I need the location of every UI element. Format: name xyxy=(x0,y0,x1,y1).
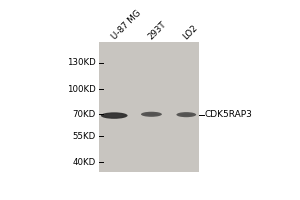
Text: U-87 MG: U-87 MG xyxy=(110,8,142,41)
Text: 70KD: 70KD xyxy=(72,110,96,119)
Bar xyxy=(99,42,199,172)
Ellipse shape xyxy=(101,112,128,119)
Text: LO2: LO2 xyxy=(182,23,200,41)
Ellipse shape xyxy=(141,112,162,117)
Text: 100KD: 100KD xyxy=(67,85,96,94)
Text: 130KD: 130KD xyxy=(67,58,96,67)
Text: 55KD: 55KD xyxy=(72,132,96,141)
Ellipse shape xyxy=(145,113,158,115)
Ellipse shape xyxy=(180,114,193,116)
Text: 40KD: 40KD xyxy=(72,158,96,167)
Text: CDK5RAP3: CDK5RAP3 xyxy=(205,110,253,119)
Ellipse shape xyxy=(176,112,196,117)
Ellipse shape xyxy=(106,114,123,117)
Text: 293T: 293T xyxy=(147,19,168,41)
